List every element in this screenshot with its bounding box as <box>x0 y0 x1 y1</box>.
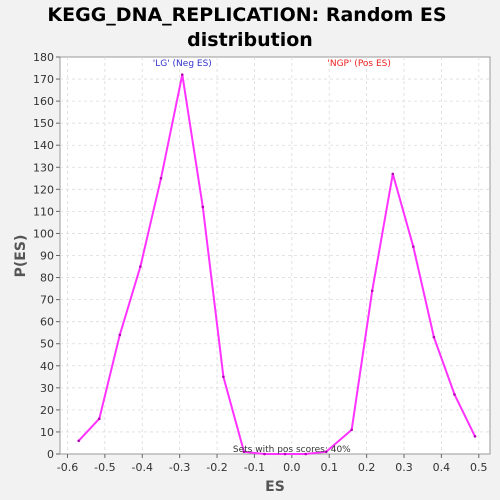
y-tick-label: 50 <box>40 338 54 351</box>
x-tick-label: 0.2 <box>358 461 376 474</box>
y-tick-label: 40 <box>40 360 54 373</box>
y-tick-label: 180 <box>33 51 54 64</box>
series-line <box>77 73 476 455</box>
x-tick-label: -0.1 <box>244 461 265 474</box>
chart-annotation: 'LG' (Neg ES) <box>153 59 212 69</box>
y-tick-label: 80 <box>40 272 54 285</box>
x-tick-label: 0.5 <box>470 461 488 474</box>
y-tick-label: 100 <box>33 227 54 240</box>
y-tick-label: 10 <box>40 426 54 439</box>
y-axis-label: P(ES) <box>13 235 29 278</box>
y-axis: 0 10 20 30 40 50 60 70 80 90 100 110 120 130 140 150 160… <box>33 51 60 461</box>
grid <box>60 57 490 454</box>
x-tick-label: 0.4 <box>433 461 451 474</box>
data-point <box>453 393 456 396</box>
data-point <box>432 335 436 339</box>
plot-area <box>59 56 491 455</box>
data-point <box>222 375 225 379</box>
x-tick-label: -0.3 <box>169 461 190 474</box>
x-tick-label: -0.2 <box>206 461 227 474</box>
y-tick-label: 150 <box>33 117 54 130</box>
y-tick-label: 60 <box>40 316 54 329</box>
data-point <box>412 245 415 248</box>
data-point <box>242 450 246 454</box>
chart-title-line-1: KEGG_DNA_REPLICATION: Random ES <box>47 4 446 26</box>
y-tick-label: 120 <box>33 183 54 196</box>
y-tick-label: 110 <box>33 205 54 218</box>
x-tick-label: -0.5 <box>94 461 115 474</box>
x-tick-label: -0.6 <box>57 461 78 474</box>
data-point <box>118 333 122 337</box>
data-point <box>370 289 374 293</box>
y-tick-label: 90 <box>40 250 54 263</box>
data-point <box>180 73 184 76</box>
x-tick-label: 0.0 <box>283 461 301 474</box>
y-tick-label: 160 <box>33 95 54 108</box>
chart-annotation: Sets with pos scores: 40% <box>233 445 351 455</box>
data-point <box>201 205 205 209</box>
y-tick-label: 140 <box>33 139 54 152</box>
chart-title-line-2: distribution <box>187 29 313 51</box>
y-tick-label: 170 <box>33 73 54 86</box>
series-layer <box>77 73 477 456</box>
data-point <box>97 417 101 421</box>
y-tick-label: 30 <box>40 382 54 395</box>
data-point <box>159 177 163 180</box>
data-point <box>139 265 142 268</box>
x-tick-label: -0.4 <box>132 461 153 474</box>
x-axis: -0.6 -0.5 -0.4 -0.3 -0.2 -0.1 0.0 0.1 0.2 0.3 0.4 0… <box>57 454 488 474</box>
y-tick-label: 70 <box>40 294 54 307</box>
chart-annotation: 'NGP' (Pos ES) <box>327 59 391 69</box>
data-point <box>263 452 266 456</box>
annotation-layer: 'LG' (Neg ES) 'NGP' (Pos ES) Sets with pos… <box>153 59 391 455</box>
data-point <box>391 172 395 176</box>
x-tick-label: 0.1 <box>320 461 338 474</box>
data-point <box>283 452 287 456</box>
data-point <box>77 439 80 443</box>
data-point <box>473 435 477 438</box>
data-point <box>324 450 328 454</box>
data-point <box>350 428 353 432</box>
y-tick-label: 20 <box>40 404 54 417</box>
y-tick-label: 130 <box>33 161 54 174</box>
x-tick-label: 0.3 <box>395 461 413 474</box>
x-axis-label: ES <box>265 479 285 495</box>
data-point <box>304 452 307 456</box>
y-tick-label: 0 <box>47 448 54 461</box>
